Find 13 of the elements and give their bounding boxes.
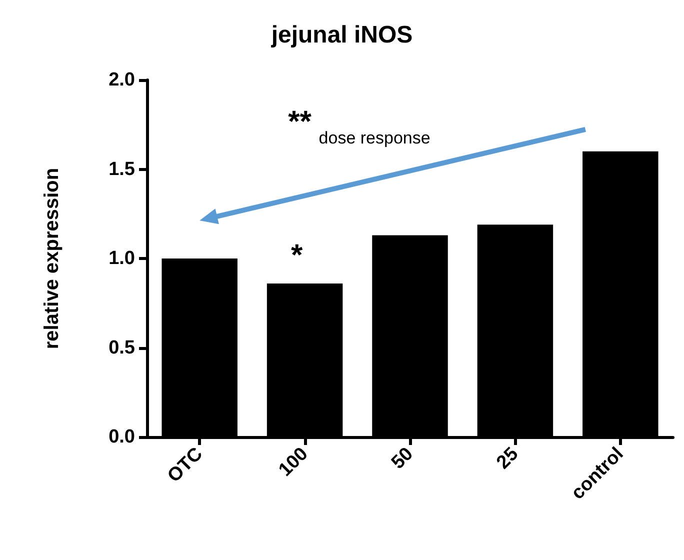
chart-title: jejunal iNOS — [270, 22, 413, 48]
y-tick-label: 2.0 — [108, 70, 135, 90]
annotation: ** — [288, 106, 312, 138]
x-tick-label: 50 — [388, 444, 418, 474]
y-tick-label: 1.5 — [108, 158, 136, 180]
annotation: dose response — [318, 128, 430, 148]
x-tick-label: 25 — [492, 443, 523, 474]
y-tick-label: 0.5 — [108, 337, 136, 358]
y-axis-title: relative expression — [41, 168, 63, 350]
x-tick-label: 100 — [274, 444, 312, 481]
annotation: * — [290, 238, 303, 272]
y-tick-label: 0.0 — [108, 426, 135, 448]
y-tick-label: 1.0 — [108, 248, 135, 269]
